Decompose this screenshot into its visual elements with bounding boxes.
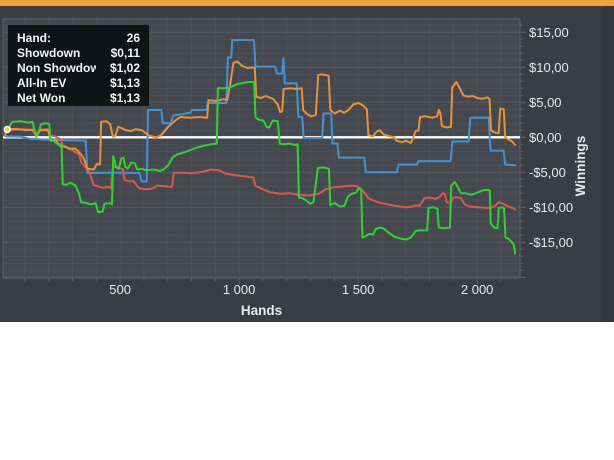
- page-background: [0, 322, 614, 460]
- tracker-graph-window: $15,00 $10,00 $5,00 $0,00 -$5,00 -$10,00 -$15,…: [0, 0, 614, 322]
- window-title-bar[interactable]: [0, 0, 614, 6]
- tooltip-value-non-showdown: $1,02: [109, 61, 140, 75]
- y-tick-label: -$5,00: [529, 165, 566, 180]
- x-tick-label: 2 000: [461, 282, 494, 297]
- tooltip-value-hand: 26: [126, 31, 140, 45]
- series-line-all-in-ev: [4, 60, 517, 171]
- x-axis-title: Hands: [241, 303, 282, 318]
- x-tick-label: 1 500: [342, 282, 375, 297]
- hand-tooltip: Hand: 26 Showdown $0,11 Non Showdown $1,…: [8, 25, 149, 106]
- tooltip-row: All-In EV $1,13: [17, 76, 140, 91]
- tooltip-row: Hand: 26: [17, 31, 140, 46]
- x-tick-label: 1 000: [223, 282, 256, 297]
- tooltip-label-hand: Hand:: [17, 31, 51, 45]
- x-tick-label: 500: [109, 282, 131, 297]
- y-tick-label: $5,00: [529, 95, 562, 110]
- y-tick-label: -$15,00: [529, 235, 573, 250]
- tooltip-row: Showdown $0,11: [17, 46, 140, 61]
- tooltip-value-allin-ev: $1,13: [109, 76, 140, 90]
- tooltip-row: Non Showdown $1,02: [17, 61, 140, 76]
- series-line-net-won: [4, 81, 517, 255]
- series-line-showdown: [4, 39, 517, 183]
- y-tick-label: $0,00: [529, 130, 562, 145]
- y-axis-title: Winnings: [573, 136, 588, 197]
- tooltip-value-net-won: $1,13: [109, 91, 140, 105]
- tooltip-label-non-showdown: Non Showdown: [17, 61, 96, 75]
- tooltip-value-showdown: $0,11: [110, 46, 140, 60]
- tooltip-label-showdown: Showdown: [17, 46, 81, 60]
- y-tick-label: $10,00: [529, 60, 569, 75]
- series-line-non-showdown: [4, 128, 517, 211]
- y-tick-label: -$10,00: [529, 200, 573, 215]
- current-hand-marker: [3, 125, 11, 134]
- y-tick-label: $15,00: [529, 25, 569, 40]
- winnings-graph[interactable]: $15,00 $10,00 $5,00 $0,00 -$5,00 -$10,00 -$15,…: [0, 0, 614, 322]
- tooltip-label-allin-ev: All-In EV: [17, 76, 67, 90]
- window-right-edge: [603, 6, 614, 322]
- tooltip-label-net-won: Net Won: [17, 91, 66, 105]
- tooltip-row: Net Won $1,13: [17, 91, 140, 106]
- plot-border: [2, 18, 521, 279]
